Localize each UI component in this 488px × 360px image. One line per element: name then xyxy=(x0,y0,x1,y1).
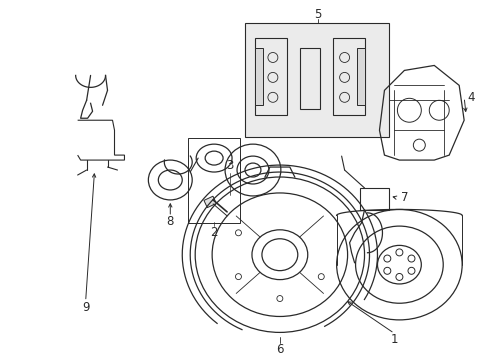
Text: 5: 5 xyxy=(313,8,321,21)
Bar xyxy=(299,48,319,109)
Bar xyxy=(356,48,364,105)
FancyBboxPatch shape xyxy=(244,23,388,137)
Bar xyxy=(254,37,286,115)
Text: 3: 3 xyxy=(226,158,233,172)
Bar xyxy=(359,188,388,210)
Text: 7: 7 xyxy=(400,192,407,204)
Text: 6: 6 xyxy=(276,343,283,356)
Bar xyxy=(254,48,263,105)
Bar xyxy=(332,37,364,115)
Text: 2: 2 xyxy=(210,226,218,239)
Bar xyxy=(203,196,216,208)
Text: 4: 4 xyxy=(467,91,474,104)
Text: 1: 1 xyxy=(390,333,397,346)
Text: 9: 9 xyxy=(81,301,89,314)
Text: 8: 8 xyxy=(166,215,174,228)
Bar xyxy=(188,138,240,223)
